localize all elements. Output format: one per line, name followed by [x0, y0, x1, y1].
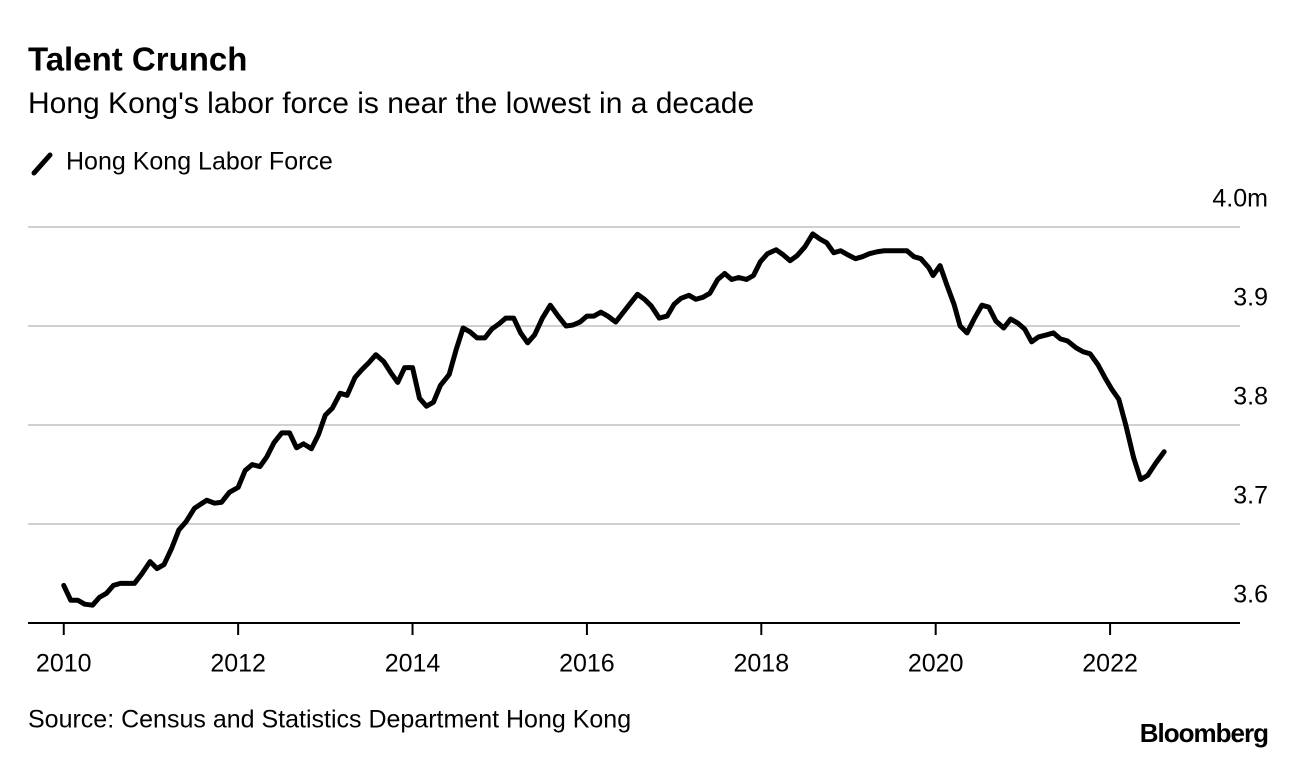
- y-tick-label: 3.8: [1233, 383, 1268, 411]
- line: [61, 231, 1167, 608]
- brand: Bloomberg: [1140, 718, 1268, 748]
- x-tick-label: 2014: [385, 650, 441, 678]
- x-tick-label: 2018: [733, 650, 789, 678]
- chart-subtitle: Hong Kong's labor force is near the lowe…: [28, 87, 754, 120]
- source: Source: Census and Statistics Department…: [28, 706, 631, 734]
- legend-label: Hong Kong Labor Force: [66, 148, 333, 176]
- y-tick-label: 3.9: [1233, 284, 1268, 312]
- y-tick-label: 3.6: [1233, 581, 1268, 609]
- x-tick-label: 2016: [559, 650, 615, 678]
- x-tick-label: 2022: [1082, 650, 1138, 678]
- legend-swatch: [31, 152, 53, 176]
- x-tick-label: 2012: [210, 650, 266, 678]
- chart-title: Talent Crunch: [28, 41, 247, 78]
- x-tick-label: 2020: [908, 650, 964, 678]
- y-tick-label: 3.7: [1233, 482, 1268, 510]
- x-tick-label: 2010: [36, 650, 92, 678]
- y-tick-label: 4.0m: [1212, 185, 1268, 213]
